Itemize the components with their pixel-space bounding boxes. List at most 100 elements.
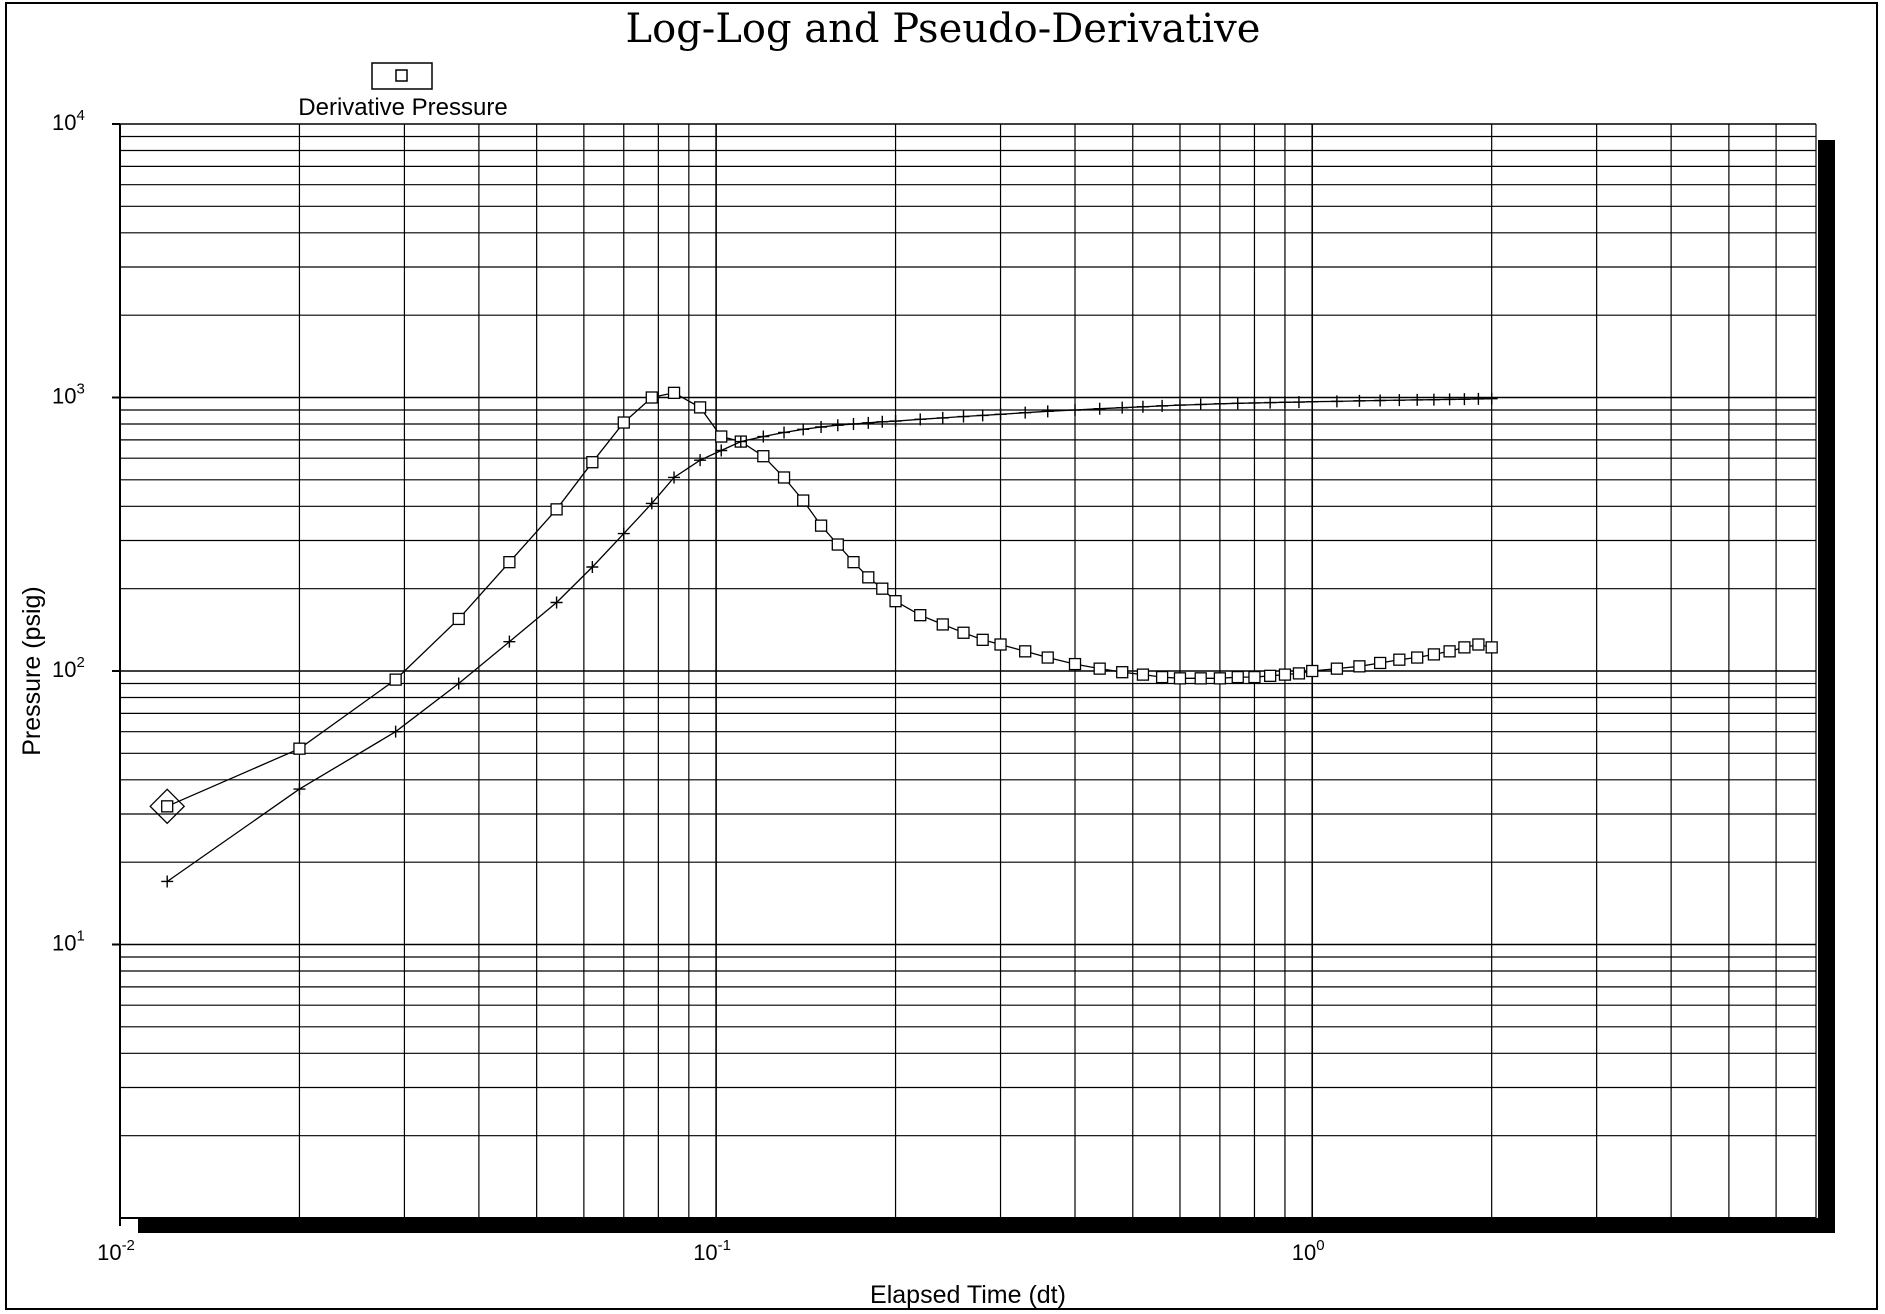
square-point <box>1443 645 1456 658</box>
y-axis-label: Pressure (psig) <box>18 586 46 756</box>
plus-point <box>694 454 707 467</box>
plus-point <box>1353 394 1366 407</box>
plot-shadow-right <box>1818 140 1835 1233</box>
square-point <box>1330 662 1344 675</box>
square-point <box>831 538 844 551</box>
y-tick-label: 103 <box>52 381 85 409</box>
square-point <box>797 494 810 507</box>
x-axis-label: Elapsed Time (dt) <box>870 1281 1066 1309</box>
square-point <box>1019 645 1032 658</box>
square-point <box>1248 670 1261 684</box>
square-point <box>1292 667 1306 680</box>
square-point <box>847 556 860 569</box>
plus-point <box>1472 392 1485 405</box>
plus-point <box>1116 401 1129 414</box>
square-point <box>757 450 770 463</box>
square-point <box>1393 653 1406 666</box>
square-point <box>715 430 728 443</box>
plus-point <box>797 423 810 436</box>
plus-point <box>389 725 402 738</box>
plus-point <box>1231 397 1244 410</box>
square-point <box>1427 648 1441 661</box>
plus-point <box>452 677 465 690</box>
square-point <box>452 612 465 626</box>
square-point <box>617 416 630 429</box>
y-tick-label: 101 <box>52 928 85 956</box>
x-tick-label: 10-1 <box>693 1237 731 1265</box>
plus-point <box>1427 393 1440 406</box>
square-point <box>693 401 707 414</box>
square-point <box>389 673 402 686</box>
square-point <box>1458 641 1471 654</box>
plus-point <box>1264 396 1277 409</box>
square-point <box>1155 670 1169 684</box>
plus-point <box>1485 392 1498 405</box>
plus-point <box>734 435 747 448</box>
plus-point <box>668 471 681 484</box>
square-point <box>161 800 174 813</box>
square-point <box>976 633 989 646</box>
square-point <box>862 571 875 584</box>
x-tick-label: 10-2 <box>97 1237 135 1265</box>
square-point <box>1136 668 1150 681</box>
plus-point <box>1194 398 1207 411</box>
legend: Derivative Pressure <box>298 62 508 121</box>
square-point <box>1472 638 1485 651</box>
plus-point <box>862 416 875 429</box>
square-point <box>1116 666 1129 679</box>
plus-point <box>936 411 949 424</box>
plus-point <box>778 426 791 439</box>
y-tick-label: 104 <box>52 107 85 135</box>
square-point <box>994 638 1007 651</box>
plus-point <box>757 430 770 443</box>
square-point <box>1411 651 1424 664</box>
plus-point <box>1213 397 1226 410</box>
plus-point <box>994 408 1007 421</box>
square-point <box>1041 651 1054 664</box>
y-tick-label: 102 <box>52 654 85 682</box>
plot-shadow-bottom <box>138 1218 1835 1233</box>
plot-shadow <box>138 140 1835 1233</box>
legend-box <box>371 62 433 90</box>
square-point <box>876 582 889 595</box>
plus-point <box>1278 396 1291 409</box>
plus-point <box>815 421 828 434</box>
square-point <box>1373 656 1387 670</box>
square-point <box>1264 669 1277 682</box>
square-point <box>889 595 902 608</box>
square-point <box>550 503 563 516</box>
y-axis-ticks: 101 102 103 104 <box>52 107 120 956</box>
plus-point <box>1093 402 1106 415</box>
square-point <box>645 391 658 404</box>
square-point <box>1173 672 1187 685</box>
chart-title: Log-Log and Pseudo-Derivative <box>626 6 1261 52</box>
plus-point <box>1393 394 1406 407</box>
plus-point <box>1069 404 1082 417</box>
plus-point <box>715 444 728 457</box>
series <box>149 386 1498 888</box>
square-point <box>503 556 516 569</box>
square-point <box>667 386 681 399</box>
x-axis-ticks: 10-2 10-1 100 <box>97 1218 1325 1265</box>
square-point <box>1068 657 1082 671</box>
series-derivative <box>149 386 1498 825</box>
plus-point <box>586 561 599 574</box>
square-point <box>586 456 599 469</box>
plus-point <box>293 783 306 796</box>
selected-point-diamond-icon <box>149 788 186 825</box>
plus-point <box>1458 393 1471 406</box>
plus-point <box>847 418 860 431</box>
plus-point <box>161 875 174 888</box>
square-point <box>1093 662 1106 675</box>
plus-point <box>1156 399 1169 412</box>
plus-point <box>1374 394 1387 407</box>
plus-point <box>914 413 927 426</box>
plus-point <box>957 410 970 423</box>
plus-point <box>889 415 902 428</box>
plus-point <box>1041 405 1054 418</box>
plus-point <box>645 497 658 510</box>
square-point <box>1231 670 1244 684</box>
square-point <box>814 519 828 532</box>
plus-point <box>831 419 844 432</box>
legend-square-marker-icon <box>395 69 408 82</box>
